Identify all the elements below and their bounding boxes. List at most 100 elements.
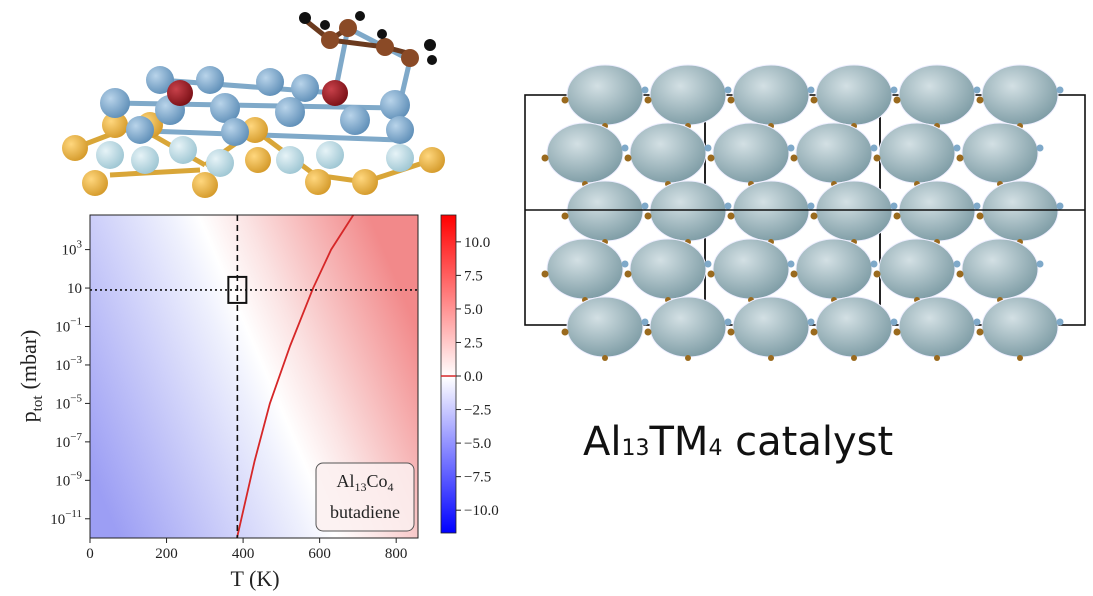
polyhedron [547,123,623,183]
x-tick-label: 200 [155,546,178,562]
polyhedron [630,123,706,183]
polyhedron [816,181,892,241]
figure: T (K) ptot(mbar) Al13Co4 butadiene Al13T… [0,0,1093,596]
y-tick-exponent: −9 [70,469,82,481]
polyhedron [650,297,726,357]
atom [562,213,569,220]
atom [977,329,984,336]
y-label-unit: (mbar) [16,330,41,390]
atom [705,261,712,268]
atom [954,145,961,152]
atom [957,271,964,278]
atom [625,155,632,162]
atom [977,97,984,104]
atom [602,355,608,361]
y-tick-label: 10 [67,281,82,297]
atom [874,271,881,278]
atom [894,97,901,104]
atom [705,145,712,152]
y-tick-label: 10−5 [55,392,82,412]
atom [768,355,774,361]
atom [934,355,940,361]
polyhedron [816,297,892,357]
atom [791,155,798,162]
y-tick-exponent: 3 [77,239,83,251]
atom [645,213,652,220]
polyhedron [879,123,955,183]
atom [808,87,815,94]
polyhedron [982,181,1058,241]
atom [622,261,629,268]
atom [645,97,652,104]
atom [542,155,549,162]
atom [871,261,878,268]
atom [891,203,898,210]
y-label-main: p [16,411,41,422]
polyhedron [796,239,872,299]
atom [642,203,649,210]
polyhedron [733,65,809,125]
atom [622,145,629,152]
f-part: Al [336,471,354,491]
atom [562,329,569,336]
colorbar-tick-label: 0.0 [464,369,483,385]
colorbar-tick-label: 5.0 [464,302,483,318]
atom [1057,87,1064,94]
atom [808,203,815,210]
y-tick-base: 10 [55,473,70,489]
y-label-sub: tot [30,395,46,412]
y-tick-label: 10−1 [55,316,82,336]
y-tick-base: 10 [50,512,65,528]
x-tick-label: 0 [86,546,94,562]
y-tick-label: 10−11 [50,508,82,528]
polyhedron [816,65,892,125]
atom [625,271,632,278]
polyhedron [567,65,643,125]
y-axis-label: ptot (mbar) [16,330,46,423]
atom [708,155,715,162]
x-tick-label: 400 [232,546,255,562]
y-tick-exponent: −11 [65,508,82,520]
c-sub: 13 [621,436,649,461]
atom [1017,355,1023,361]
atom [974,87,981,94]
atom [725,203,732,210]
atom [1037,145,1044,152]
polyhedron [713,239,789,299]
c-part: Al [583,419,621,465]
polyhedron [650,65,726,125]
y-tick-exponent: −7 [70,431,82,443]
atom [728,97,735,104]
atom [725,87,732,94]
atom [788,145,795,152]
annotation-text: butadiene [330,502,400,522]
atom [642,319,649,326]
atom [542,271,549,278]
atom [874,155,881,162]
polyhedron [982,65,1058,125]
colorbar [441,215,456,533]
polyhedron [733,181,809,241]
atom [977,213,984,220]
y-tick-base: 10 [62,243,77,259]
atom [791,271,798,278]
f-part: Co [366,471,387,491]
atom [728,329,735,336]
atom [708,271,715,278]
atom [645,329,652,336]
y-tick-base: 10 [55,320,70,336]
polyhedron [547,239,623,299]
atom [685,355,691,361]
polyhedron [567,297,643,357]
atom [811,329,818,336]
surface-model [62,11,445,198]
atom [957,155,964,162]
y-tick-exponent: −5 [70,392,82,404]
polyhedron [567,181,643,241]
polyhedron [796,123,872,183]
y-tick-base: 10 [67,281,82,297]
c-sub: 4 [708,436,722,461]
x-tick-label: 800 [385,546,408,562]
colorbar-tick-label: 7.5 [464,268,483,284]
colorbar-tick-label: −7.5 [464,470,491,486]
